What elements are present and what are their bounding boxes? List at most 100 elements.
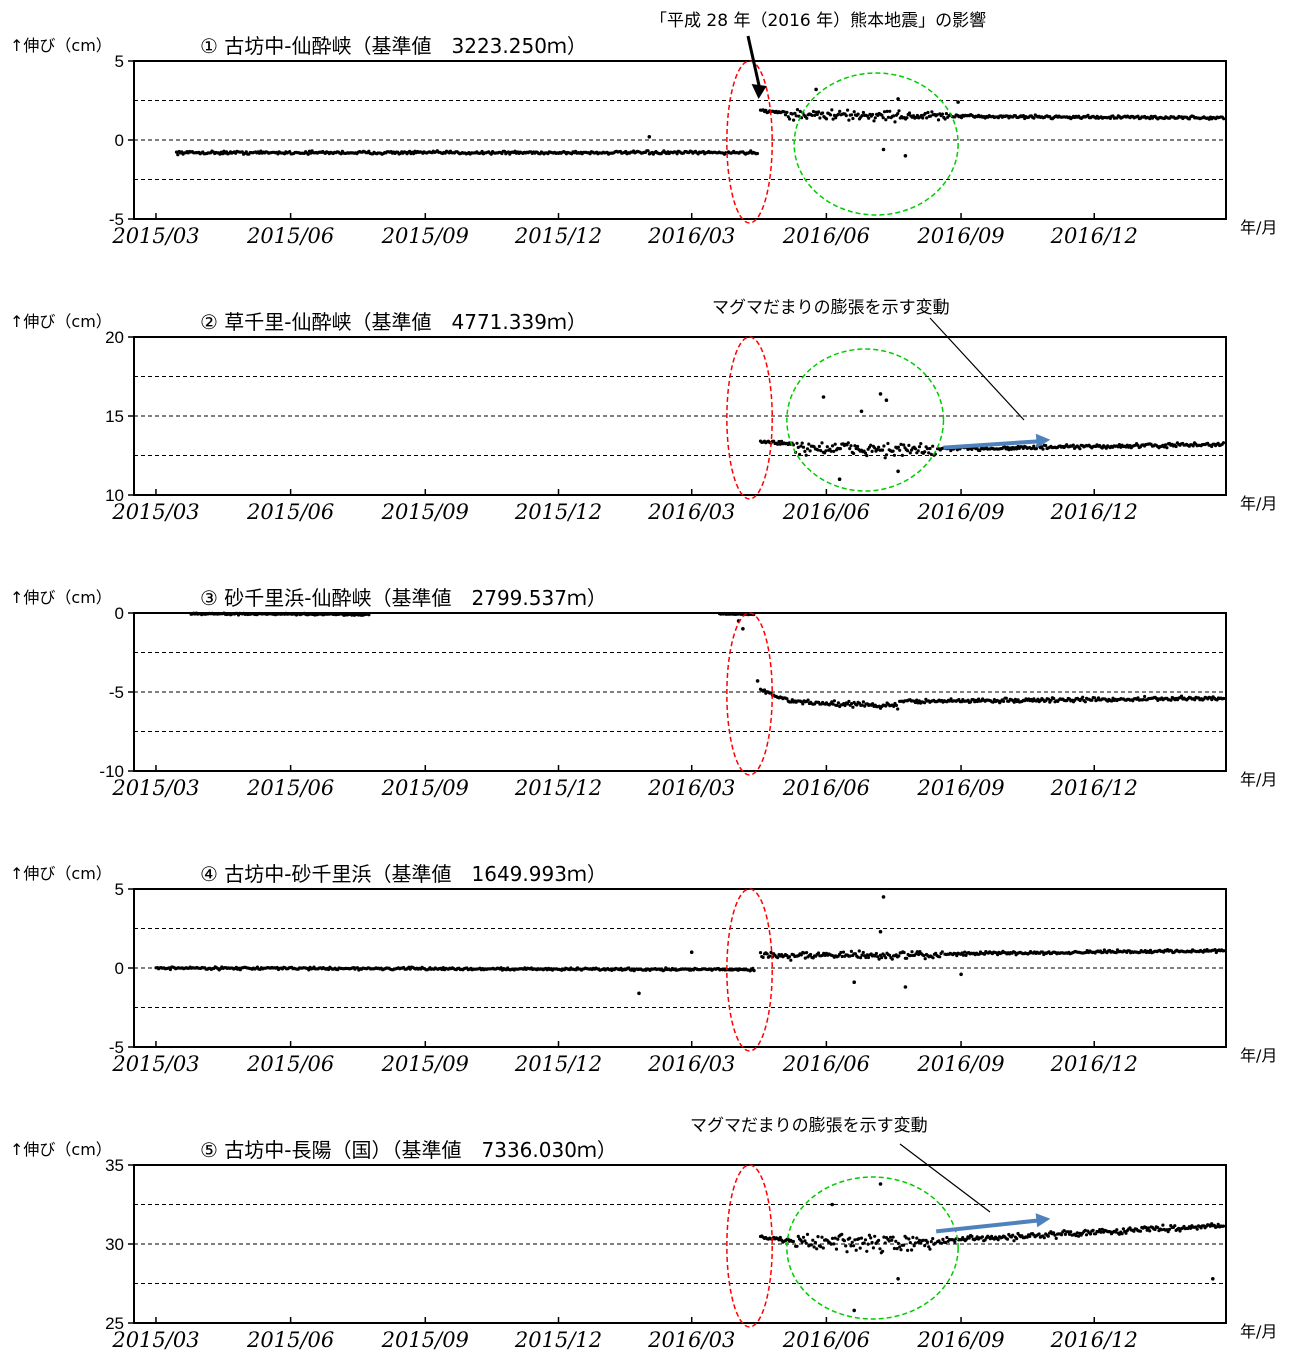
data-point — [815, 1247, 819, 1251]
data-point — [817, 110, 821, 114]
data-point — [872, 119, 876, 123]
plot-frame — [133, 1164, 1227, 1324]
data-point — [833, 1236, 837, 1240]
earthquake-highlight-ellipse — [726, 336, 773, 500]
x-tick-label: 2016/03 — [647, 1052, 735, 1076]
data-point — [880, 113, 884, 117]
outlier-point — [903, 985, 908, 989]
data-point — [896, 112, 900, 116]
data-point — [792, 118, 796, 122]
outlier-point — [647, 135, 652, 139]
data-point — [499, 966, 503, 970]
data-point — [1081, 695, 1085, 699]
data-point — [873, 954, 877, 958]
data-point — [1169, 698, 1173, 702]
data-point — [908, 1241, 912, 1245]
x-tick-label: 2016/03 — [647, 1328, 735, 1352]
data-point — [925, 116, 929, 120]
data-point — [846, 441, 850, 445]
data-point — [1148, 1229, 1152, 1233]
data-point — [930, 110, 934, 114]
data-point — [856, 955, 860, 959]
data-point — [856, 444, 860, 449]
data-point — [1117, 443, 1121, 447]
data-point — [896, 445, 901, 449]
data-point — [834, 1247, 839, 1251]
data-point — [923, 957, 927, 961]
data-point — [941, 1237, 945, 1241]
data-point — [847, 118, 851, 122]
data-point — [883, 1241, 887, 1245]
data-point — [915, 113, 920, 118]
data-point — [769, 950, 773, 955]
data-point — [853, 444, 857, 448]
data-point — [789, 958, 793, 962]
x-tick-label: 2016/12 — [1050, 1052, 1138, 1076]
data-point — [1067, 1232, 1071, 1236]
data-point — [844, 1244, 848, 1248]
x-tick-label: 2016/09 — [916, 776, 1004, 800]
data-point — [839, 950, 843, 955]
data-point — [865, 1249, 869, 1253]
data-point — [873, 116, 877, 120]
data-point — [1036, 697, 1040, 701]
x-tick-label: 2016/06 — [782, 1328, 870, 1352]
data-point — [938, 955, 942, 959]
y-unit-label: ↑伸び（cm） — [10, 1140, 112, 1159]
outlier-point — [755, 679, 760, 683]
data-point — [931, 1237, 935, 1241]
data-point — [882, 444, 886, 448]
data-point — [919, 1241, 923, 1245]
x-tick-label: 2015/09 — [381, 500, 469, 524]
data-point — [878, 1247, 882, 1251]
data-point — [802, 951, 806, 955]
data-point — [886, 115, 891, 119]
data-point — [860, 953, 864, 957]
data-point — [1161, 1223, 1165, 1227]
data-point — [794, 114, 798, 118]
data-point — [1195, 1227, 1199, 1231]
data-point — [1153, 1227, 1157, 1232]
data-point — [805, 116, 809, 120]
data-point — [919, 113, 924, 118]
data-point — [885, 109, 889, 113]
data-point — [862, 1241, 866, 1245]
data-point — [829, 1242, 833, 1246]
x-tick-label: 2016/12 — [1050, 500, 1138, 524]
data-point — [902, 1243, 906, 1247]
data-point — [887, 1239, 891, 1243]
trend-arrowhead — [1035, 433, 1051, 448]
data-point — [1222, 696, 1226, 701]
data-point — [881, 116, 885, 120]
chart-title: ④ 古坊中-砂千里浜（基準値 1649.993ｍ） — [200, 862, 607, 886]
data-point — [1146, 1226, 1150, 1230]
magma-annotation-1: マグマだまりの膨張を示す変動 — [712, 298, 950, 318]
data-point — [884, 956, 888, 960]
data-point — [907, 111, 912, 115]
data-point — [865, 953, 869, 957]
data-point — [928, 446, 932, 451]
data-point — [846, 108, 850, 112]
data-point — [929, 114, 933, 118]
data-point — [803, 449, 807, 453]
y-tick-label: 15 — [105, 407, 124, 426]
data-point — [871, 112, 875, 117]
data-point — [967, 1236, 971, 1240]
data-point — [1141, 698, 1145, 702]
data-point — [803, 956, 807, 960]
y-tick-label: -5 — [109, 683, 124, 702]
data-point — [1101, 950, 1105, 955]
data-point — [778, 1235, 782, 1240]
data-point — [832, 113, 837, 117]
data-point — [852, 451, 856, 456]
data-point — [933, 1241, 937, 1245]
data-point — [1167, 1227, 1172, 1231]
data-point — [894, 1239, 898, 1243]
data-point — [869, 1236, 873, 1240]
data-point — [1120, 1232, 1124, 1236]
scatter-highlight-ellipse — [793, 72, 959, 216]
data-point — [855, 703, 859, 707]
earthquake-highlight-ellipse — [726, 60, 773, 224]
data-point — [919, 442, 923, 446]
data-point — [883, 456, 887, 460]
